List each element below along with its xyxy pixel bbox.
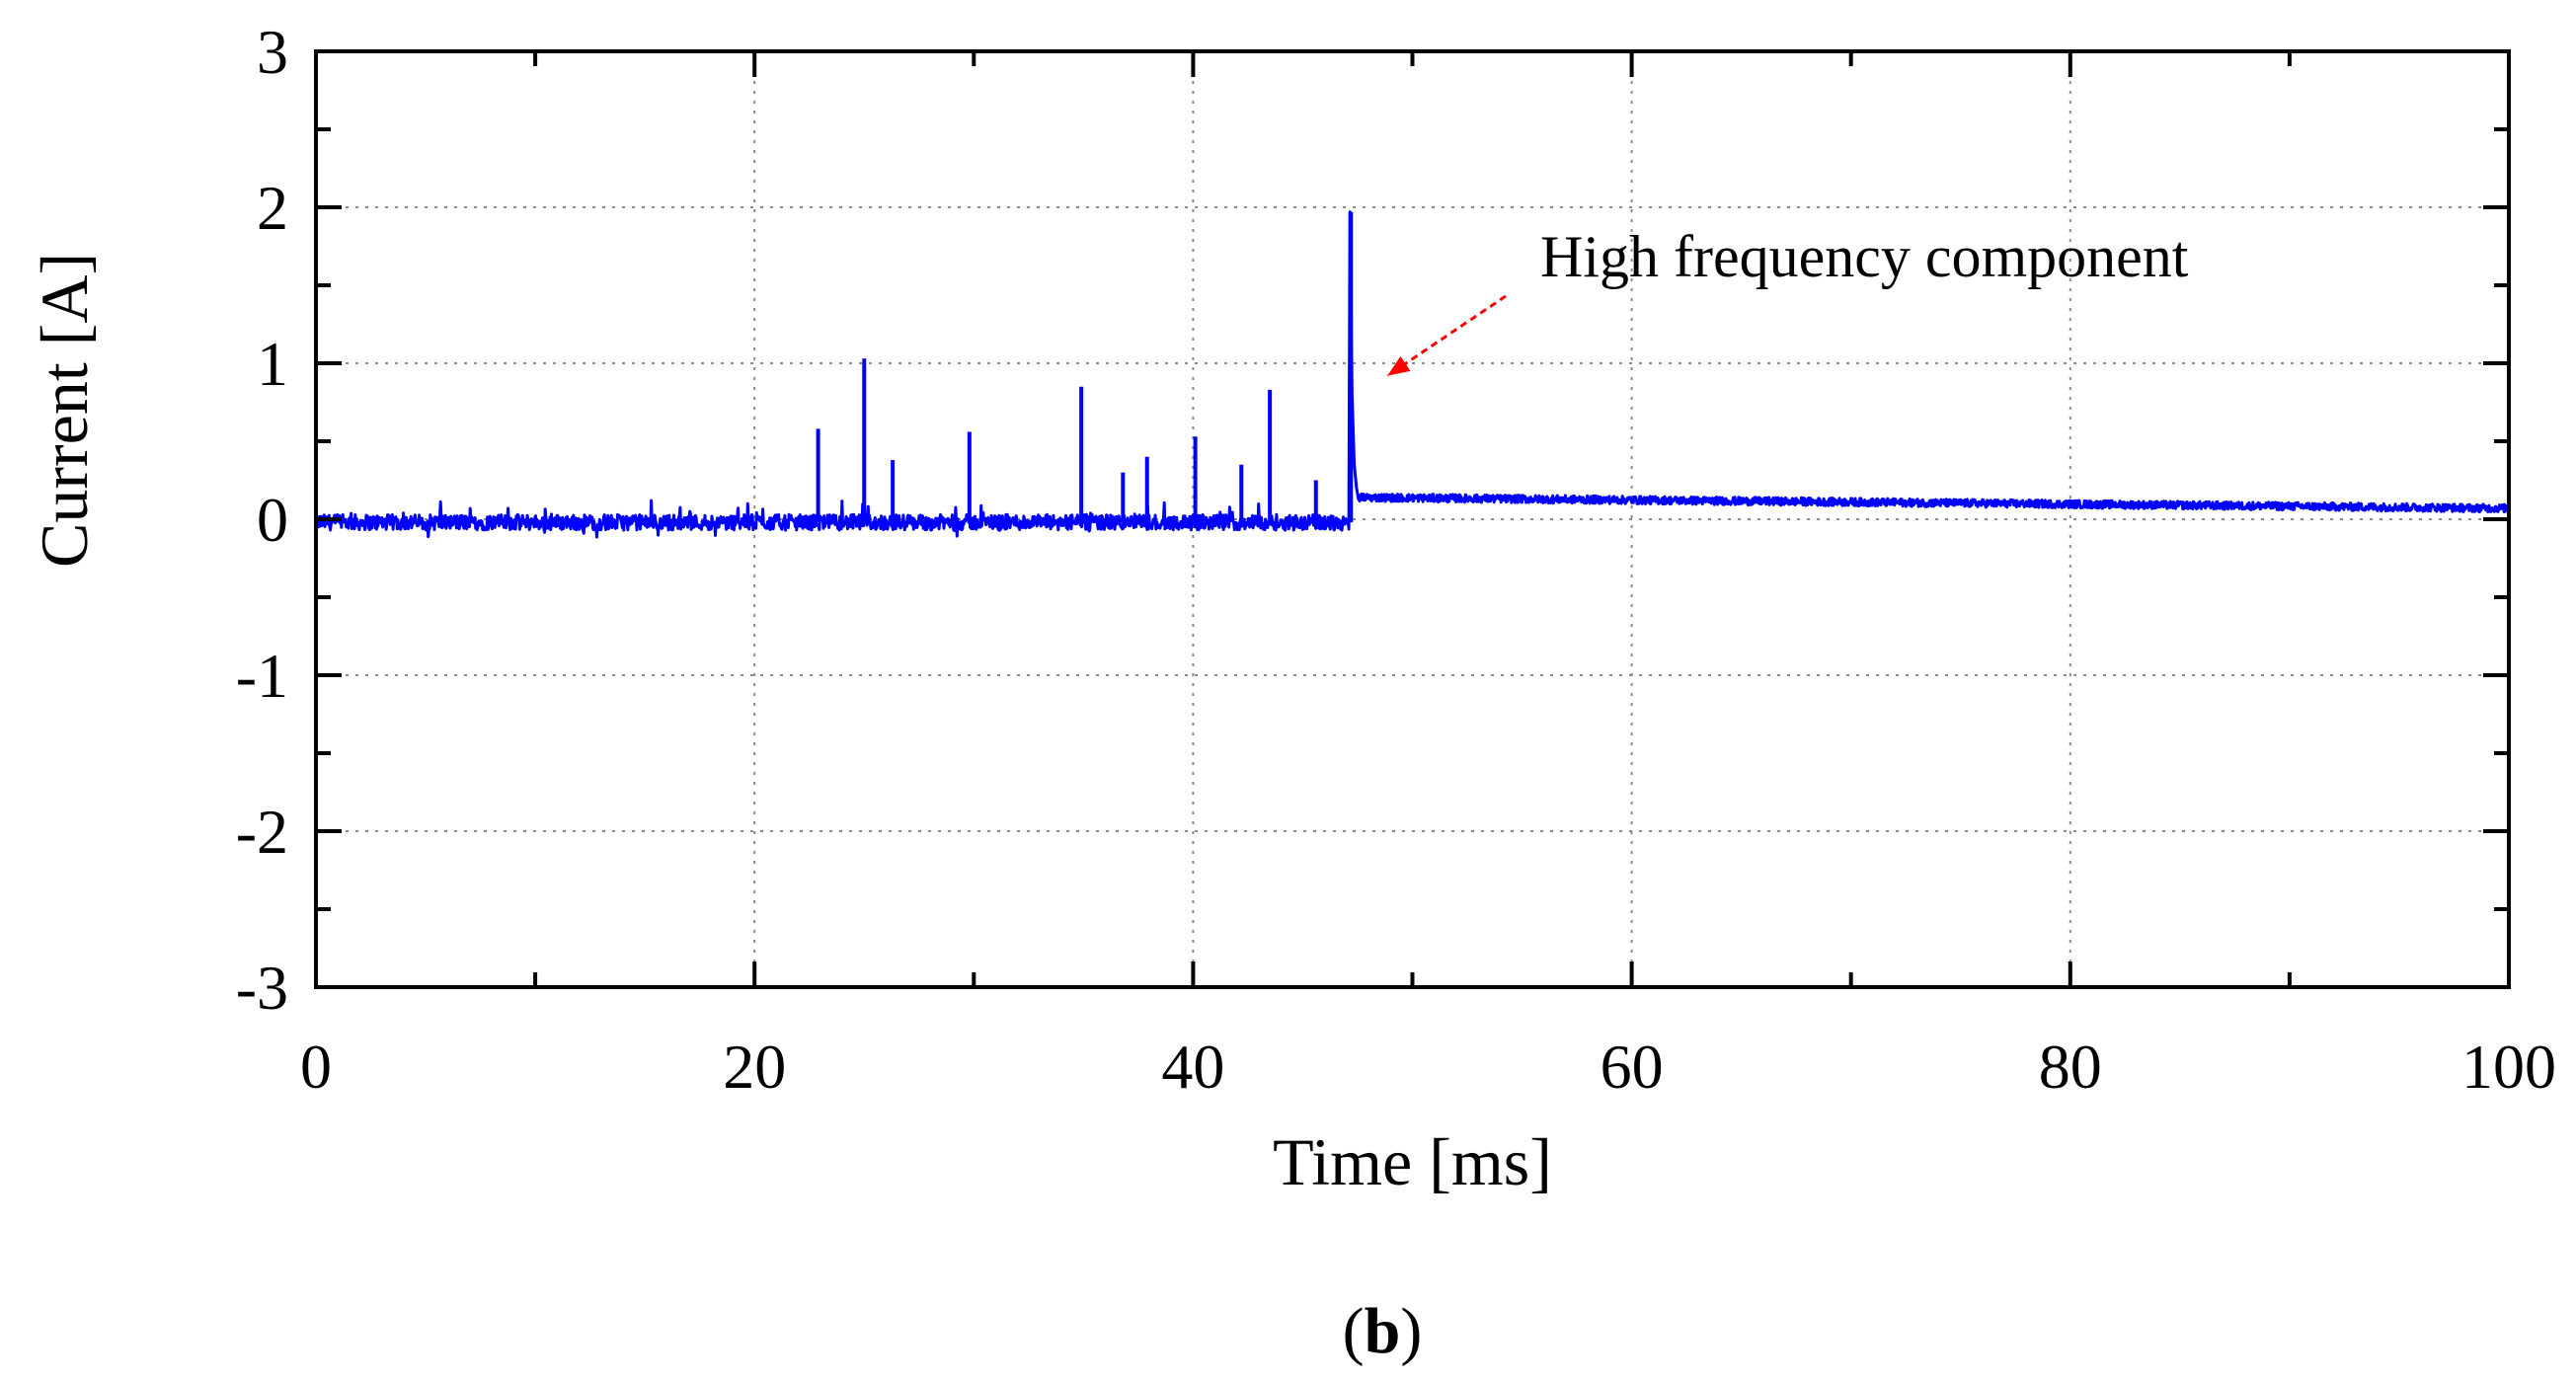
panel-label-open: (: [1343, 1295, 1365, 1367]
annotation-arrow: [1386, 294, 1507, 377]
panel-label-close: ): [1400, 1295, 1422, 1367]
y-tick-label: 3: [257, 17, 288, 87]
y-tick-label: -2: [236, 797, 288, 867]
x-tick-label: 100: [2461, 1032, 2556, 1102]
annotation-arrowhead: [1387, 355, 1411, 376]
y-tick-label: -3: [236, 953, 288, 1023]
x-axis-title: Time [ms]: [1273, 1124, 1552, 1199]
x-tick-label: 20: [723, 1032, 786, 1102]
x-tick-label: 40: [1161, 1032, 1224, 1102]
series-line: [314, 210, 2511, 539]
x-tick-label: 60: [1600, 1032, 1664, 1102]
y-tick-label: 2: [257, 173, 288, 243]
ticks: [314, 49, 2511, 989]
x-tick-label: 80: [2039, 1032, 2102, 1102]
y-tick-label: -1: [236, 641, 288, 711]
tick-labels: 0 20 40 60 80 100 3 2 1 0 -1 -2 -3: [236, 17, 2556, 1102]
series-group: [314, 210, 2511, 539]
y-tick-label: 0: [257, 485, 288, 555]
x-tick-label: 0: [300, 1032, 332, 1102]
annotation-text: High frequency component: [1540, 224, 2189, 289]
y-axis-title: Current [A]: [27, 253, 102, 568]
y-tick-label: 1: [257, 329, 288, 399]
panel-label: (b): [1343, 1295, 1423, 1367]
grid: [316, 51, 2509, 987]
panel-label-letter: b: [1365, 1295, 1401, 1367]
